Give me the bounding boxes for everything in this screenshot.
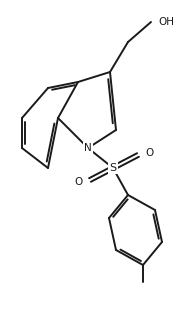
Text: OH: OH — [158, 17, 174, 27]
Text: O: O — [145, 148, 153, 158]
Text: S: S — [109, 163, 117, 173]
Text: O: O — [75, 177, 83, 187]
Text: N: N — [84, 143, 92, 153]
